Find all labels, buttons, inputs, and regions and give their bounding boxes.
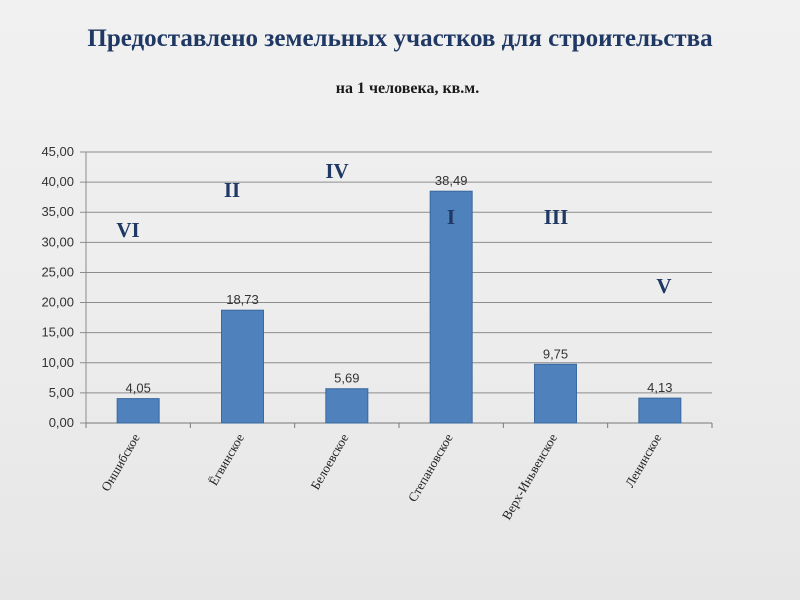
rank-label: II bbox=[224, 178, 240, 202]
bar bbox=[221, 309, 264, 424]
y-tick-label: 10,00 bbox=[41, 355, 74, 370]
category-label: Степановское bbox=[405, 431, 456, 505]
y-tick-label: 5,00 bbox=[49, 385, 74, 400]
category-label: Ленинское bbox=[622, 431, 665, 490]
rank-label: V bbox=[656, 274, 671, 298]
category-label: Верх-Иньвенское bbox=[499, 431, 560, 522]
rank-label: III bbox=[544, 205, 569, 229]
bar bbox=[116, 398, 160, 424]
y-tick-label: 20,00 bbox=[41, 295, 74, 310]
rank-label: VI bbox=[116, 218, 139, 242]
data-label: 9,75 bbox=[543, 346, 568, 361]
y-tick-label: 35,00 bbox=[41, 204, 74, 219]
data-label: 38,49 bbox=[435, 173, 468, 188]
rank-label: I bbox=[447, 205, 455, 229]
data-label: 18,73 bbox=[226, 292, 259, 307]
rank-label: IV bbox=[325, 159, 348, 183]
y-tick-label: 15,00 bbox=[41, 325, 74, 340]
data-label: 4,05 bbox=[126, 381, 151, 396]
bar bbox=[325, 388, 369, 424]
bar bbox=[429, 190, 473, 424]
bar bbox=[534, 363, 577, 424]
chart-title: Предоставлено земельных участков для стр… bbox=[87, 25, 713, 52]
category-label: Оншибское bbox=[98, 431, 143, 494]
y-tick-label: 0,00 bbox=[49, 415, 74, 430]
y-tick-label: 45,00 bbox=[41, 144, 74, 159]
category-label: Ёгвинское bbox=[206, 431, 248, 488]
data-label: 5,69 bbox=[334, 371, 359, 386]
y-tick-label: 30,00 bbox=[41, 234, 74, 249]
y-tick-label: 40,00 bbox=[41, 174, 74, 189]
y-tick-label: 25,00 bbox=[41, 264, 74, 279]
bar bbox=[638, 397, 682, 424]
chart-subtitle: на 1 человека, кв.м. bbox=[335, 80, 480, 97]
data-label: 4,13 bbox=[647, 380, 672, 395]
category-label: Белоевское bbox=[307, 431, 351, 492]
